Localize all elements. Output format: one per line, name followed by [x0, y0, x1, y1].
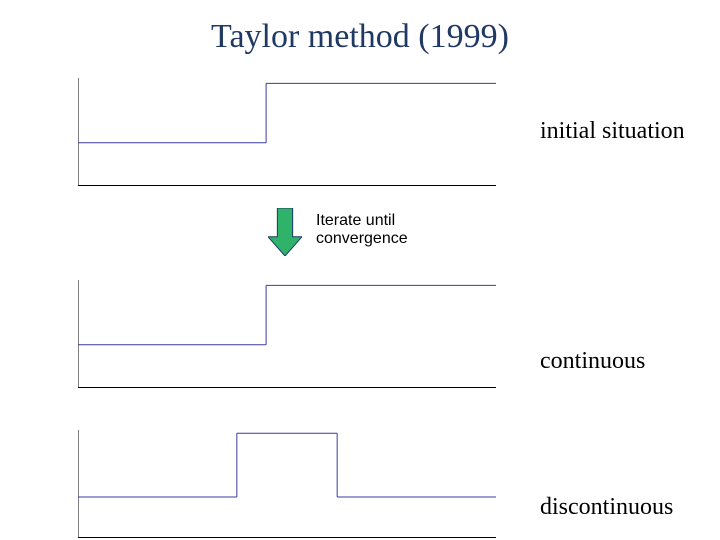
arrow-down-icon	[268, 208, 302, 256]
iterate-label-line2: convergence	[316, 230, 408, 247]
plot-continuous	[78, 280, 496, 388]
plot-discontinuous	[78, 430, 496, 538]
label-continuous: continuous	[540, 348, 645, 375]
page-title: Taylor method (1999)	[0, 18, 720, 56]
label-initial: initial situation	[540, 118, 685, 145]
label-discontinuous: discontinuous	[540, 494, 673, 521]
iterate-label-line1: Iterate until	[316, 212, 395, 229]
iterate-label: Iterate until convergence	[316, 212, 408, 249]
plot-initial	[78, 78, 496, 186]
